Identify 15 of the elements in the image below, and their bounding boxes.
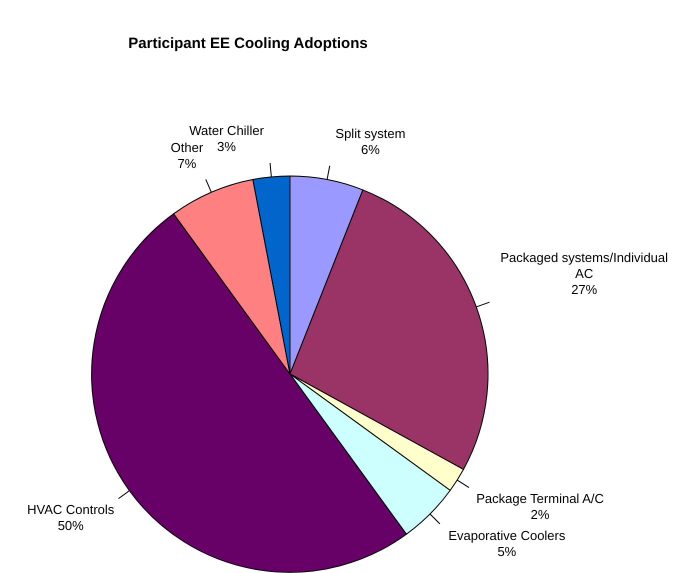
data-label: 7% [178,156,197,171]
data-label: 27% [571,282,598,298]
data-label: 50% [58,518,84,534]
data-label: 3% [217,138,236,154]
slice-label: Package Terminal A/C [476,490,604,506]
slice-label: Packaged systems/Individual AC [500,250,668,282]
slice-label: Split system [335,126,406,141]
slice-label: Water Chiller [189,122,265,138]
data-label: 2% [530,506,550,522]
data-label: 6% [361,142,380,157]
data-label: 5% [497,544,517,560]
slice-label: HVAC Controls [27,502,115,518]
slice-label: Other [170,140,204,155]
chart-title: Participant EE Cooling Adoptions [128,35,368,52]
slice-label: Evaporative Coolers [448,528,566,544]
